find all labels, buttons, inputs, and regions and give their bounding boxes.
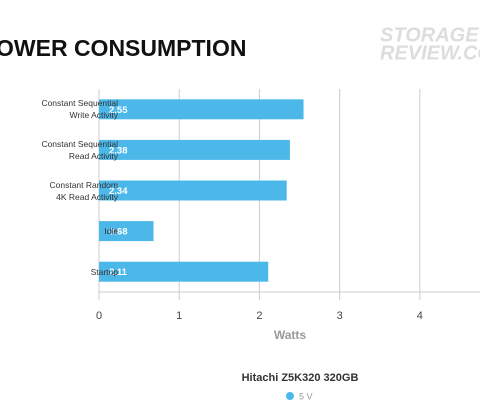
value-label: 2.38 bbox=[109, 145, 128, 156]
legend-title: Hitachi Z5K320 320GB bbox=[242, 372, 359, 384]
value-label: 2.34 bbox=[109, 186, 128, 197]
y-tick-label: Constant Sequential Read Activity bbox=[41, 138, 118, 161]
x-tick-label: 2 bbox=[256, 310, 262, 322]
x-tick-label: 4 bbox=[417, 310, 423, 322]
value-label: 2.55 bbox=[109, 105, 128, 116]
x-tick-label: 3 bbox=[337, 310, 343, 322]
legend-marker bbox=[286, 392, 294, 400]
logo: REVIEW.CO bbox=[380, 42, 480, 64]
bar bbox=[99, 99, 304, 120]
legend-label: 5 V bbox=[299, 391, 313, 401]
y-tick-label: Startup bbox=[90, 266, 118, 277]
y-tick-label: Idle bbox=[104, 226, 118, 237]
bar bbox=[99, 261, 269, 282]
y-tick-label: Constant Random 4K Read Activity bbox=[49, 179, 118, 202]
value-label: 0.68 bbox=[109, 227, 128, 238]
value-label: 2.11 bbox=[109, 267, 128, 278]
bar bbox=[99, 139, 290, 160]
y-tick-label: Constant Sequential Write Activity bbox=[41, 98, 118, 121]
bar bbox=[99, 221, 154, 242]
x-axis-label: Watts bbox=[274, 328, 307, 342]
chart-title: OWER CONSUMPTION bbox=[0, 35, 246, 61]
bar bbox=[99, 180, 287, 201]
logo: STORAGE bbox=[380, 24, 479, 46]
x-tick-label: 0 bbox=[96, 310, 102, 322]
x-tick-label: 1 bbox=[176, 310, 182, 322]
